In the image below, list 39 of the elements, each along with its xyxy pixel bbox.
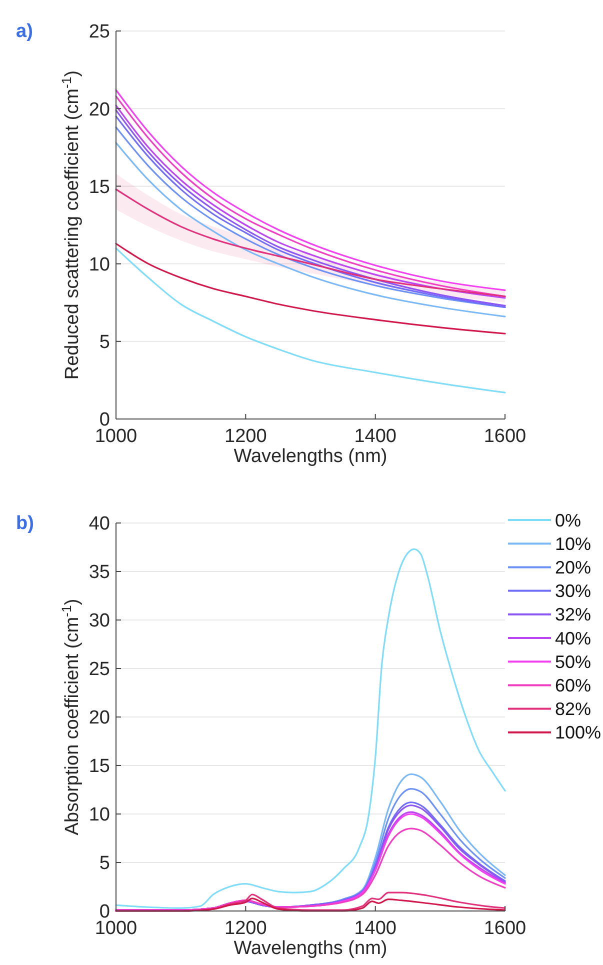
- y-tick-label: 20: [88, 99, 110, 120]
- x-tick-label: 1600: [484, 918, 526, 939]
- x-axis-title: Wavelengths (nm): [234, 446, 388, 467]
- y-tick-label: 15: [88, 756, 110, 778]
- legend-label: 82%: [555, 699, 592, 720]
- y-tick-label: 10: [88, 254, 110, 276]
- y-tick-label: 40: [88, 514, 110, 535]
- chart-title: b): [16, 513, 34, 534]
- x-tick-label: 1400: [354, 426, 396, 447]
- x-tick-label: 1000: [94, 918, 138, 939]
- y-tick-label: 25: [88, 659, 110, 680]
- y-tick-label: 25: [88, 22, 110, 43]
- chart-title: a): [16, 21, 33, 42]
- y-tick-label: 5: [99, 332, 110, 354]
- line-series: [115, 242, 506, 334]
- y-tick-label: 5: [99, 853, 110, 874]
- x-tick-label: 1200: [224, 918, 267, 939]
- y-tick-label: 15: [88, 176, 110, 198]
- legend-label: 32%: [555, 604, 592, 625]
- x-tick-label: 1400: [354, 918, 396, 939]
- x-tick-label: 1000: [94, 426, 138, 447]
- x-tick-label: 1200: [224, 426, 267, 447]
- legend-label: 60%: [555, 676, 592, 696]
- y-tick-label: 20: [88, 708, 110, 729]
- legend-label: 10%: [555, 534, 592, 554]
- legend-label: 30%: [555, 581, 592, 602]
- x-axis-title: Wavelengths (nm): [234, 938, 388, 959]
- y-tick-label: 35: [88, 562, 110, 584]
- legend-label: 100%: [555, 722, 602, 743]
- legend-label: 50%: [555, 652, 592, 672]
- legend-label: 0%: [555, 510, 582, 530]
- y-tick-label: 30: [88, 610, 110, 632]
- line-series: [115, 247, 506, 394]
- y-tick-label: 10: [88, 804, 110, 826]
- legend-label: 20%: [555, 558, 592, 578]
- x-tick-label: 1600: [484, 426, 526, 447]
- line-series: [115, 548, 506, 909]
- legend-label: 40%: [555, 628, 592, 648]
- line-series: [115, 188, 506, 298]
